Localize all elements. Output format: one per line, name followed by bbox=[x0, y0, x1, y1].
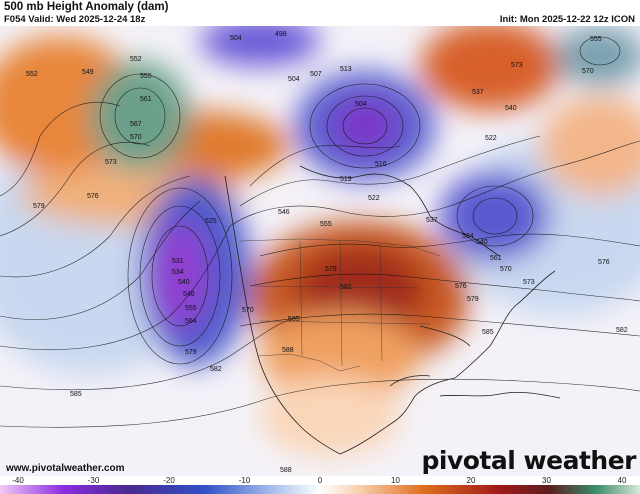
svg-text:522: 522 bbox=[368, 195, 380, 202]
colorbar-gradient bbox=[0, 485, 640, 494]
svg-text:540: 540 bbox=[476, 239, 488, 246]
svg-text:579: 579 bbox=[33, 203, 45, 210]
svg-text:546: 546 bbox=[183, 291, 195, 298]
colorbar-tick-label: -40 bbox=[12, 476, 24, 485]
svg-text:507: 507 bbox=[310, 71, 322, 78]
header: 500 mb Height Anomaly (dam) F054 Valid: … bbox=[0, 0, 640, 26]
svg-text:585: 585 bbox=[288, 316, 300, 323]
svg-text:555: 555 bbox=[320, 221, 332, 228]
svg-text:552: 552 bbox=[130, 56, 142, 63]
svg-text:555: 555 bbox=[590, 36, 602, 43]
svg-text:570: 570 bbox=[500, 266, 512, 273]
init-time: Init: Mon 2025-12-22 12z ICON bbox=[499, 14, 635, 25]
svg-text:513: 513 bbox=[340, 66, 352, 73]
svg-text:579: 579 bbox=[325, 266, 337, 273]
svg-text:561: 561 bbox=[140, 96, 152, 103]
map-title: 500 mb Height Anomaly (dam) bbox=[4, 1, 169, 13]
svg-text:516: 516 bbox=[375, 161, 387, 168]
svg-text:537: 537 bbox=[426, 217, 438, 224]
svg-text:573: 573 bbox=[105, 159, 117, 166]
colorbar-tick-label: 20 bbox=[466, 476, 476, 485]
website-url: www.pivotalweather.com bbox=[6, 463, 125, 474]
svg-text:570: 570 bbox=[130, 134, 142, 141]
svg-text:504: 504 bbox=[355, 101, 367, 108]
height-contours bbox=[0, 36, 640, 428]
svg-text:534: 534 bbox=[462, 233, 474, 240]
svg-text:546: 546 bbox=[278, 209, 290, 216]
svg-text:585: 585 bbox=[70, 391, 82, 398]
svg-text:549: 549 bbox=[82, 69, 94, 76]
valid-time: F054 Valid: Wed 2025-12-24 18z bbox=[4, 14, 146, 25]
country-borders bbox=[239, 238, 441, 372]
colorbar-tick-label: 30 bbox=[542, 476, 551, 485]
svg-text:555: 555 bbox=[185, 305, 197, 312]
svg-text:498: 498 bbox=[275, 31, 287, 38]
coastlines bbox=[224, 165, 561, 455]
svg-text:576: 576 bbox=[87, 193, 99, 200]
svg-text:576: 576 bbox=[598, 259, 610, 266]
svg-text:570: 570 bbox=[242, 307, 254, 314]
svg-text:534: 534 bbox=[172, 269, 184, 276]
colorbar-tick-label: -30 bbox=[87, 476, 100, 485]
svg-text:504: 504 bbox=[230, 35, 242, 42]
svg-text:564: 564 bbox=[185, 318, 197, 325]
svg-text:519: 519 bbox=[340, 176, 352, 183]
svg-text:525: 525 bbox=[205, 218, 217, 225]
svg-text:561: 561 bbox=[490, 255, 502, 262]
colorbar: -40 -30 -20 -10 0 10 20 30 40 bbox=[0, 476, 640, 494]
svg-text:552: 552 bbox=[26, 71, 38, 78]
svg-text:588: 588 bbox=[282, 347, 294, 354]
svg-text:588: 588 bbox=[280, 467, 292, 474]
svg-text:567: 567 bbox=[130, 121, 142, 128]
weather-map: 552 549 552 555 561 567 570 573 576 579 525 531 … bbox=[0, 26, 640, 476]
svg-text:540: 540 bbox=[505, 105, 517, 112]
svg-text:531: 531 bbox=[172, 258, 184, 265]
brand-logo: pivotal weather bbox=[421, 446, 637, 475]
svg-text:582: 582 bbox=[616, 327, 628, 334]
svg-text:522: 522 bbox=[485, 135, 497, 142]
colorbar-tick-label: -10 bbox=[238, 476, 251, 485]
svg-text:540: 540 bbox=[178, 279, 190, 286]
svg-text:573: 573 bbox=[511, 62, 523, 69]
svg-text:504: 504 bbox=[288, 76, 300, 83]
svg-text:579: 579 bbox=[467, 296, 479, 303]
svg-text:570: 570 bbox=[582, 68, 594, 75]
svg-text:573: 573 bbox=[523, 279, 535, 286]
svg-text:579: 579 bbox=[185, 349, 197, 356]
svg-text:576: 576 bbox=[455, 283, 467, 290]
svg-text:555: 555 bbox=[140, 73, 152, 80]
colorbar-tick-label: 10 bbox=[391, 476, 400, 485]
svg-text:582: 582 bbox=[210, 366, 222, 373]
anomaly-shading bbox=[0, 26, 640, 456]
svg-text:585: 585 bbox=[482, 329, 494, 336]
colorbar-tick-label: 0 bbox=[317, 476, 323, 485]
svg-text:582: 582 bbox=[340, 284, 352, 291]
colorbar-tick-label: 40 bbox=[617, 476, 627, 485]
svg-text:537: 537 bbox=[472, 89, 484, 96]
colorbar-tick-label: -20 bbox=[163, 476, 175, 485]
